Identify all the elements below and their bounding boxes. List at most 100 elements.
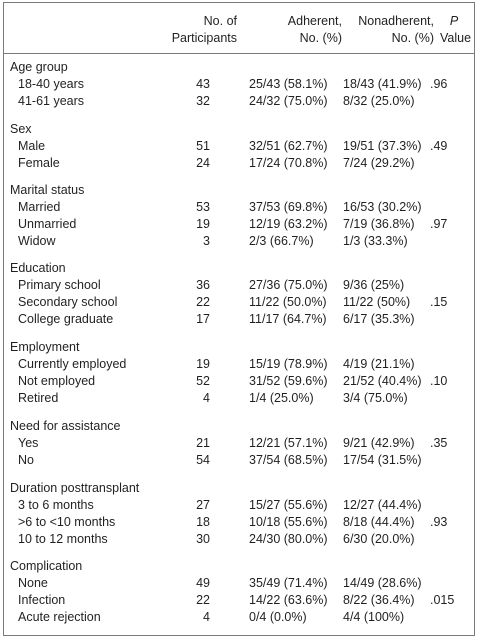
row-label: College graduate [18, 312, 114, 326]
participants-cell: 18 [196, 515, 210, 529]
row-label: Secondary school [18, 295, 118, 309]
participants-cell: 17 [196, 312, 210, 326]
nonadherent-cell: 18/43 (41.9%) [343, 77, 422, 91]
participants-cell: 19 [196, 357, 210, 371]
participants-cell: 21 [196, 436, 210, 450]
nonadherent-cell: 8/22 (36.4%) [343, 593, 415, 607]
group-header-row: Education [4, 260, 474, 277]
nonadherent-cell: 6/17 (35.3%) [343, 312, 415, 326]
row-label: Married [18, 200, 61, 214]
nonadherent-cell: 16/53 (30.2%) [343, 200, 422, 214]
nonadherent-cell: 7/24 (29.2%) [343, 156, 415, 170]
group-label: Education [10, 261, 66, 275]
nonadherent-cell: 17/54 (31.5%) [343, 453, 422, 467]
nonadherent-cell: 19/51 (37.3%) [343, 139, 422, 153]
group-label: Need for assistance [10, 419, 121, 433]
group-header-row: Age group [4, 59, 474, 76]
p-value-cell: .35 [430, 436, 448, 450]
row-label: 3 to 6 months [18, 498, 94, 512]
p-value-cell: .97 [430, 217, 448, 231]
adherent-cell: 24/32 (75.0%) [249, 94, 328, 108]
group-header-row: Need for assistance [4, 418, 474, 435]
table-row: College graduate 17 11/17 (64.7%) 6/17 (35.… [4, 311, 474, 328]
row-label: 41-61 years [18, 94, 85, 108]
p-value-cell: .10 [430, 374, 448, 388]
adherent-cell: 12/21 (57.1%) [249, 436, 328, 450]
header-adherent-line1: Adherent, [287, 14, 342, 28]
header-participants: No. of Participants [147, 13, 237, 47]
adherent-cell: 37/54 (68.5%) [249, 453, 328, 467]
p-value-cell: .93 [430, 515, 448, 529]
table-row: Widow 3 2/3 (66.7%) 1/3 (33.3%) [4, 233, 474, 250]
nonadherent-cell: 21/52 (40.4%) [343, 374, 422, 388]
adherent-cell: 12/19 (63.2%) [249, 217, 328, 231]
participants-cell: 4 [203, 610, 210, 624]
row-label: Female [18, 156, 60, 170]
group-label: Sex [10, 122, 32, 136]
group-header-row: Marital status [4, 182, 474, 199]
group-label: Duration posttransplant [10, 481, 140, 495]
row-label: No [18, 453, 34, 467]
adherent-cell: 27/36 (75.0%) [249, 278, 328, 292]
header-p-value: P Value [440, 13, 472, 47]
table-row: No 54 37/54 (68.5%) 17/54 (31.5%) [4, 452, 474, 469]
row-label: Acute rejection [18, 610, 101, 624]
adherent-cell: 10/18 (55.6%) [249, 515, 328, 529]
participants-cell: 3 [203, 234, 210, 248]
adherent-cell: 14/22 (63.6%) [249, 593, 328, 607]
row-label: >6 to <10 months [18, 515, 116, 529]
p-value-cell: .015 [430, 593, 455, 607]
table-row: Yes 21 12/21 (57.1%) 9/21 (42.9%) .35 [4, 435, 474, 452]
adherent-cell: 15/27 (55.6%) [249, 498, 328, 512]
row-label: Male [18, 139, 46, 153]
header-p-line2: Value [440, 31, 472, 45]
table-row: >6 to <10 months 18 10/18 (55.6%) 8/18 (44.… [4, 514, 474, 531]
participants-cell: 32 [196, 94, 210, 108]
participants-cell: 36 [196, 278, 210, 292]
participants-cell: 27 [196, 498, 210, 512]
table-row: Not employed 52 31/52 (59.6%) 21/52 (40.4%)… [4, 373, 474, 390]
table-row: Unmarried 19 12/19 (63.2%) 7/19 (36.8%) .97 [4, 216, 474, 233]
adherent-cell: 1/4 (25.0%) [249, 391, 314, 405]
table-row: Secondary school 22 11/22 (50.0%) 11/22 (50… [4, 294, 474, 311]
group-header-row: Employment [4, 339, 474, 356]
nonadherent-cell: 4/4 (100%) [343, 610, 405, 624]
table-row: Infection 22 14/22 (63.6%) 8/22 (36.4%) .015 [4, 592, 474, 609]
row-label: Unmarried [18, 217, 77, 231]
row-label: Currently employed [18, 357, 127, 371]
participants-cell: 49 [196, 576, 210, 590]
header-adherent-line2: No. (%) [299, 31, 342, 45]
group-header-row: Sex [4, 121, 474, 138]
adherent-cell: 31/52 (59.6%) [249, 374, 328, 388]
group-label: Marital status [10, 183, 85, 197]
nonadherent-cell: 14/49 (28.6%) [343, 576, 422, 590]
p-value-cell: .15 [430, 295, 448, 309]
row-label: Infection [18, 593, 66, 607]
table-row: Female 24 17/24 (70.8%) 7/24 (29.2%) [4, 155, 474, 172]
header-participants-line1: No. of [203, 14, 237, 28]
nonadherent-cell: 9/36 (25%) [343, 278, 405, 292]
participants-cell: 19 [196, 217, 210, 231]
row-label: Primary school [18, 278, 101, 292]
header-p-line1: P [449, 14, 459, 28]
group-label: Employment [10, 340, 80, 354]
row-label: Yes [18, 436, 39, 450]
nonadherent-cell: 11/22 (50%) [343, 295, 411, 309]
table-row: 10 to 12 months 30 24/30 (80.0%) 6/30 (20.0… [4, 531, 474, 548]
nonadherent-cell: 8/32 (25.0%) [343, 94, 415, 108]
table-row: Male 51 32/51 (62.7%) 19/51 (37.3%) .49 [4, 138, 474, 155]
nonadherent-cell: 3/4 (75.0%) [343, 391, 408, 405]
table-row: 41-61 years 32 24/32 (75.0%) 8/32 (25.0%) [4, 93, 474, 110]
adherent-cell: 11/17 (64.7%) [249, 312, 327, 326]
table-row: Retired 4 1/4 (25.0%) 3/4 (75.0%) [4, 390, 474, 407]
p-value-cell: .49 [430, 139, 448, 153]
header-nonadherent-line2: No. (%) [391, 31, 434, 45]
nonadherent-cell: 12/27 (44.4%) [343, 498, 422, 512]
adherent-cell: 25/43 (58.1%) [249, 77, 328, 91]
group-header-row: Duration posttransplant [4, 480, 474, 497]
table-row: None 49 35/49 (71.4%) 14/49 (28.6%) [4, 575, 474, 592]
table-row: Acute rejection 4 0/4 (0.0%) 4/4 (100%) [4, 609, 474, 626]
participants-cell: 52 [196, 374, 210, 388]
participants-cell: 30 [196, 532, 210, 546]
table-row: 18-40 years 43 25/43 (58.1%) 18/43 (41.9%).… [4, 76, 474, 93]
